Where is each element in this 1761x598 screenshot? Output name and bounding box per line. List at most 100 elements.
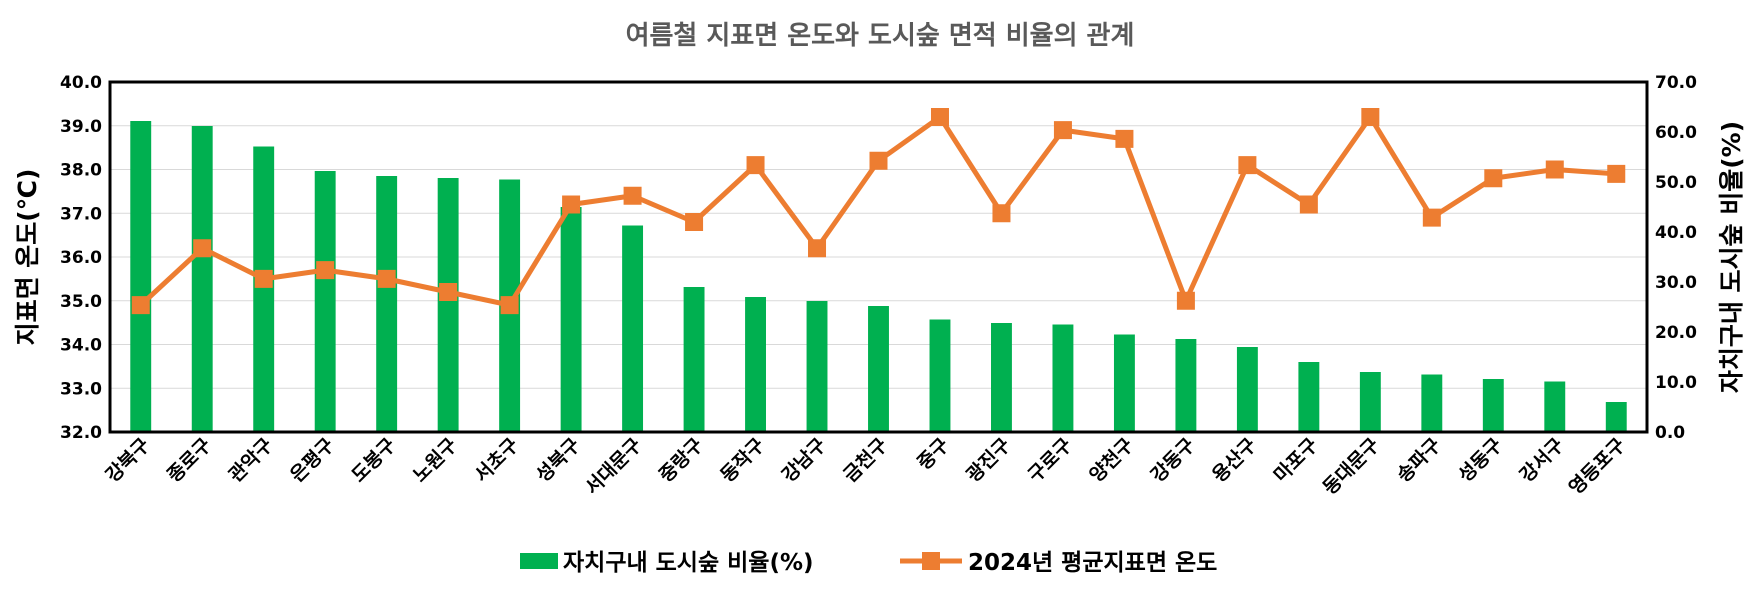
category-label: 강동구 xyxy=(1147,434,1200,487)
category-label: 용산구 xyxy=(1208,434,1261,487)
line-point xyxy=(746,156,765,175)
bar xyxy=(1482,379,1504,432)
line-point xyxy=(193,239,212,258)
category-label: 성북구 xyxy=(532,434,585,487)
chart-title: 여름철 지표면 온도와 도시숲 면적 비율의 관계 xyxy=(626,21,1135,51)
category-label: 관악구 xyxy=(225,434,278,487)
category-label: 송파구 xyxy=(1393,434,1446,487)
line-point xyxy=(1484,169,1503,188)
legend-line-marker xyxy=(922,552,940,570)
bar xyxy=(622,225,644,432)
legend: 자치구내 도시숲 비율(%) 2024년 평균지표면 온도 xyxy=(520,550,1217,576)
left-tick-label: 38.0 xyxy=(60,161,102,181)
left-tick-label: 40.0 xyxy=(60,73,102,93)
bar xyxy=(437,178,459,432)
right-tick-label: 20.0 xyxy=(1655,323,1697,343)
line-point xyxy=(930,108,949,126)
line-point xyxy=(131,296,150,315)
legend-bar-label: 자치구내 도시숲 비율(%) xyxy=(563,550,814,576)
line-point xyxy=(1361,108,1380,126)
bar xyxy=(314,171,336,432)
bar xyxy=(1236,347,1258,432)
left-tick-label: 34.0 xyxy=(60,336,102,356)
legend-line-label: 2024년 평균지표면 온도 xyxy=(968,550,1217,576)
bar xyxy=(1544,381,1566,432)
bar xyxy=(745,297,766,432)
category-label: 강남구 xyxy=(778,434,831,487)
line-point xyxy=(562,195,581,214)
bar xyxy=(868,306,889,432)
bar xyxy=(1052,324,1074,432)
bar xyxy=(683,287,705,432)
right-tick-label: 30.0 xyxy=(1655,273,1697,293)
right-tick-label: 10.0 xyxy=(1655,373,1697,393)
right-tick-label: 40.0 xyxy=(1655,223,1697,243)
category-label: 동대문구 xyxy=(1319,434,1384,499)
left-axis-title: 지표면 온도(℃) xyxy=(13,169,42,346)
line-point xyxy=(1238,156,1257,175)
right-axis-title: 자치구내 도시숲 비율(%) xyxy=(1717,121,1746,393)
category-label: 영등포구 xyxy=(1565,434,1630,499)
bar xyxy=(560,207,582,432)
bar xyxy=(1175,339,1197,432)
bar-series xyxy=(130,121,1627,432)
category-label: 은평구 xyxy=(286,434,339,487)
bar xyxy=(1359,372,1381,432)
category-label: 마포구 xyxy=(1270,434,1323,487)
right-tick-label: 70.0 xyxy=(1655,73,1697,93)
bar xyxy=(1421,374,1443,432)
line-point xyxy=(1299,195,1318,214)
line-point xyxy=(1176,291,1195,310)
plot-area-border xyxy=(108,80,1649,434)
category-label: 서대문구 xyxy=(581,434,646,499)
category-label: 강북구 xyxy=(102,434,155,487)
line-point xyxy=(1053,121,1072,140)
category-label: 서초구 xyxy=(471,434,524,487)
left-tick-label: 33.0 xyxy=(60,379,102,399)
line-point xyxy=(685,213,704,231)
left-tick-label: 35.0 xyxy=(60,292,102,312)
category-label: 양천구 xyxy=(1085,434,1138,487)
category-label: 금천구 xyxy=(839,434,892,487)
right-tick-label: 60.0 xyxy=(1655,123,1697,143)
left-axis-ticks: 32.0 33.0 34.0 35.0 36.0 37.0 38.0 39.0 40.0 xyxy=(60,73,102,443)
line-point xyxy=(992,204,1011,223)
line-point xyxy=(623,186,642,205)
line-point xyxy=(808,239,827,258)
line-point xyxy=(869,151,888,170)
line-point xyxy=(1422,208,1441,227)
bar xyxy=(253,146,275,432)
category-label: 노원구 xyxy=(409,434,462,487)
left-tick-label: 39.0 xyxy=(60,117,102,137)
category-label: 중구 xyxy=(913,434,953,474)
bar xyxy=(929,319,951,432)
line-series xyxy=(131,108,1626,315)
line-point xyxy=(1115,129,1134,148)
line-point xyxy=(439,283,458,301)
right-axis-ticks: 0.0 10.0 20.0 30.0 40.0 50.0 60.0 70.0 xyxy=(1655,73,1697,443)
line-point xyxy=(254,269,273,288)
line-point xyxy=(500,296,519,315)
category-label: 구로구 xyxy=(1024,434,1077,487)
category-label: 종로구 xyxy=(163,434,216,487)
bar xyxy=(376,176,398,432)
category-label: 동작구 xyxy=(716,434,769,487)
left-tick-label: 32.0 xyxy=(60,423,102,443)
left-tick-label: 36.0 xyxy=(60,248,102,268)
category-label: 광진구 xyxy=(962,434,1015,487)
right-tick-label: 0.0 xyxy=(1655,423,1685,443)
category-label: 강서구 xyxy=(1516,434,1569,487)
bar xyxy=(991,323,1012,432)
bar xyxy=(1113,334,1135,432)
line-point xyxy=(1607,164,1626,183)
line-point xyxy=(377,269,396,288)
bar xyxy=(806,301,828,432)
left-tick-label: 37.0 xyxy=(60,204,102,224)
category-label: 도봉구 xyxy=(348,434,401,487)
bar xyxy=(1298,362,1320,432)
bar xyxy=(191,126,213,432)
temperature-line xyxy=(139,114,1617,308)
